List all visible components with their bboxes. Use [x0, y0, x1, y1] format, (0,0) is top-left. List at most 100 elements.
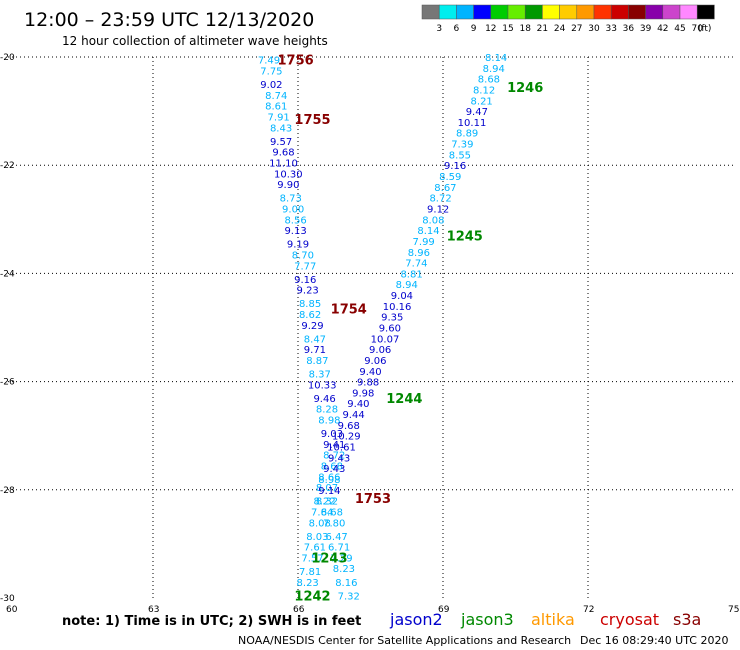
- wave-height-value: 9.13: [284, 226, 306, 237]
- wave-height-value: 8.32: [316, 497, 338, 508]
- satellite-name: s3a: [673, 610, 701, 629]
- wave-height-value: 8.12: [473, 85, 495, 96]
- wave-height-value: 7.77: [294, 261, 316, 272]
- wave-height-value: 8.89: [456, 129, 478, 140]
- wave-height-value: 8.55: [449, 150, 471, 161]
- scale-swatch: [473, 4, 492, 20]
- wave-height-value: 8.23: [297, 578, 319, 589]
- footer-timestamp: Dec 16 08:29:40 UTC 2020: [580, 634, 728, 647]
- wave-height-value: 8.61: [265, 102, 287, 113]
- pass-time-label: 1755: [294, 113, 330, 128]
- wave-height-value: 8.68: [478, 75, 500, 86]
- scale-swatch: [593, 4, 612, 20]
- pass-time-label: 1242: [294, 589, 330, 604]
- wave-height-value: 8.07: [316, 483, 338, 494]
- scale-label: 45: [674, 24, 685, 34]
- scale-label: 24: [554, 24, 566, 34]
- scale-label: 42: [657, 24, 668, 34]
- scale-label: 15: [502, 24, 513, 34]
- scale-label: 9: [471, 24, 477, 34]
- x-tick-label: 72: [583, 605, 594, 615]
- wave-height-value: 9.04: [391, 291, 413, 302]
- pass-time-label: 1756: [277, 54, 313, 69]
- scale-swatch: [421, 4, 440, 20]
- wave-height-value: 7.39: [451, 140, 473, 151]
- wave-height-value: 8.08: [309, 518, 331, 529]
- y-tick-label: -22: [0, 161, 15, 171]
- wave-height-value: 8.85: [299, 299, 321, 310]
- scale-swatch: [542, 4, 560, 20]
- scale-swatch: [696, 4, 715, 20]
- wave-height-value: 9.35: [381, 313, 403, 324]
- y-tick-label: -26: [0, 378, 15, 388]
- footer-credit: NOAA/NESDIS Center for Satellite Applica…: [238, 634, 571, 647]
- scale-swatch: [679, 4, 698, 20]
- wave-height-value: 8.37: [309, 369, 331, 380]
- scale-label: 18: [519, 24, 531, 34]
- pass-time-label: 1243: [311, 551, 347, 566]
- y-tick-label: -24: [0, 269, 15, 279]
- wave-height-value: 9.06: [364, 356, 386, 367]
- wave-height-value: 9.19: [287, 240, 309, 251]
- scale-swatch: [576, 4, 595, 20]
- wave-height-value: 8.66: [318, 472, 340, 483]
- wave-height-value: 9.43: [323, 464, 345, 475]
- satellite-name: cryosat: [600, 610, 659, 629]
- wave-height-value: 8.22: [313, 497, 335, 508]
- wave-height-value: 10.11: [458, 118, 487, 129]
- pass-time-label: 1753: [355, 492, 391, 507]
- wave-height-value: 10.30: [274, 169, 303, 180]
- scale-label: 39: [640, 24, 652, 34]
- wave-height-value: 8.81: [400, 269, 422, 280]
- wave-height-value: 8.94: [483, 64, 505, 75]
- wave-height-value: 9.68: [338, 421, 360, 432]
- pass-time-label: 1244: [386, 392, 422, 407]
- scale-unit: (ft): [698, 24, 712, 34]
- wave-height-value: 6.47: [326, 532, 348, 543]
- wave-height-value: 7.75: [260, 67, 282, 78]
- wave-height-value: 9.00: [282, 204, 304, 215]
- wave-height-value: 7.81: [299, 567, 321, 578]
- wave-height-value: 8.28: [316, 405, 338, 416]
- wave-height-value: 9.41: [323, 440, 345, 451]
- wave-height-value: 8.98: [318, 415, 340, 426]
- wave-height-value: 7.99: [413, 237, 435, 248]
- satellite-name: jason2: [389, 610, 443, 629]
- wave-height-value: 9.12: [427, 204, 449, 215]
- wave-height-value: 9.60: [379, 324, 401, 335]
- wave-height-value: 8.73: [280, 194, 302, 205]
- wave-height-value: 8.16: [335, 578, 357, 589]
- wave-height-value: 9.16: [444, 161, 466, 172]
- wave-height-value: 9.88: [357, 378, 379, 389]
- wave-height-value: 7.32: [338, 591, 360, 602]
- scale-swatch: [456, 4, 474, 20]
- wave-height-value: 10.16: [383, 302, 412, 313]
- wave-height-value: 9.47: [466, 107, 488, 118]
- wave-height-value: 7.91: [268, 113, 290, 124]
- wave-height-value: 9.23: [297, 286, 319, 297]
- wave-height-value: 8.72: [323, 451, 345, 462]
- wave-height-value: 7.64: [311, 507, 333, 518]
- scale-label: 3: [436, 24, 442, 34]
- y-tick-label: -20: [0, 53, 15, 63]
- wave-height-value: 8.68: [321, 461, 343, 472]
- x-tick-label: 60: [6, 605, 18, 615]
- plot-grid: 60 63 66 69 72 75 -20 -22 -24 -26 -28 -30: [0, 53, 739, 615]
- scale-swatch: [524, 4, 543, 20]
- wave-height-value: 9.03: [321, 429, 343, 440]
- wave-height-value: 8.23: [333, 564, 355, 575]
- wave-height-value: 7.49: [258, 56, 280, 67]
- time-labels: 1756 1755 1754 1753 1246 1245 1244 1243 1242: [277, 54, 543, 605]
- wave-height-value: 8.96: [408, 248, 430, 259]
- wave-height-value: 10.29: [332, 432, 361, 443]
- wave-height-value: 8.14: [417, 226, 439, 237]
- x-tick-label: 66: [293, 605, 305, 615]
- scale-label: 70: [691, 24, 703, 34]
- wave-height-value: 9.40: [347, 399, 369, 410]
- wave-height-value: 9.14: [318, 486, 340, 497]
- wave-height-value: 8.56: [284, 215, 306, 226]
- x-tick-label: 63: [148, 605, 159, 615]
- satellite-name: jason3: [460, 610, 514, 629]
- footer-note: note: 1) Time is in UTC; 2) SWH is in fe…: [62, 614, 361, 629]
